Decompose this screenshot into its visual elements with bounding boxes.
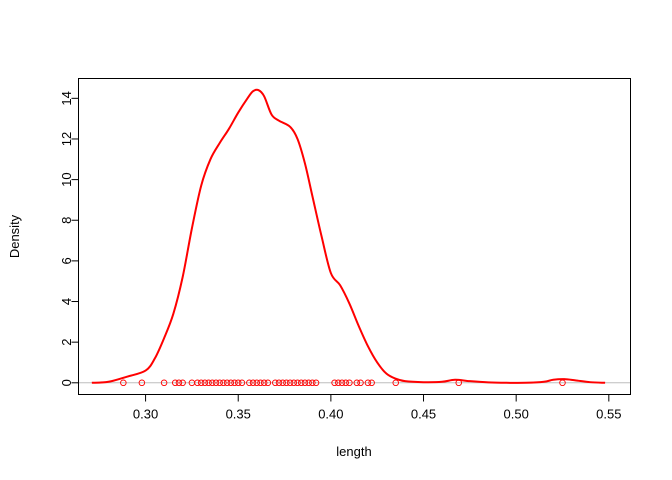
rug-point	[216, 379, 223, 387]
rug-point	[283, 379, 290, 387]
x-tick-label: 0.45	[411, 407, 436, 422]
rug-point	[353, 379, 361, 387]
x-axis: 0.30 0.35 0.40 0.45 0.50 0.55	[133, 394, 621, 422]
rug-point	[338, 379, 346, 387]
rug-point	[301, 379, 309, 387]
rug-point	[238, 379, 246, 387]
x-tick-label: 0.35	[226, 407, 251, 422]
rug-point	[346, 379, 353, 387]
rug-point	[286, 379, 294, 387]
y-axis-title: Density	[7, 214, 22, 258]
rug-point	[179, 379, 186, 387]
y-tick-label: 14	[59, 91, 74, 105]
rug-points	[120, 379, 566, 387]
x-tick-label: 0.40	[318, 407, 343, 422]
rug-point	[364, 379, 372, 387]
rug-point	[309, 379, 316, 387]
rug-point	[227, 379, 235, 387]
x-tick-label: 0.30	[133, 407, 158, 422]
rug-point	[220, 379, 227, 387]
rug-point	[175, 379, 183, 387]
rug-point	[312, 379, 320, 387]
rug-point	[197, 379, 205, 387]
rug-point	[357, 379, 364, 387]
rug-point	[272, 379, 279, 387]
y-tick-label: 6	[59, 257, 74, 264]
rug-point	[212, 379, 220, 387]
rug-point	[201, 379, 209, 387]
rug-point	[209, 379, 216, 387]
rug-point	[279, 379, 286, 387]
rug-point	[368, 379, 375, 387]
rug-point	[331, 379, 338, 387]
x-axis-title: length	[336, 444, 371, 459]
rug-point	[246, 379, 253, 387]
rug-point	[297, 379, 305, 387]
rug-point	[305, 379, 312, 387]
y-tick-label: 4	[59, 298, 74, 305]
rug-point	[205, 379, 212, 387]
rug-point	[223, 379, 231, 387]
rug-point	[253, 379, 261, 387]
rug-point	[160, 379, 168, 387]
rug-point	[294, 379, 301, 387]
rug-point	[234, 379, 242, 387]
y-tick-label: 12	[59, 132, 74, 146]
x-tick-label: 0.50	[504, 407, 529, 422]
density-curve	[91, 88, 606, 384]
rug-point	[249, 379, 257, 387]
rug-point	[260, 379, 268, 387]
rug-point	[392, 379, 399, 387]
rug-point	[342, 379, 349, 387]
rug-point	[264, 379, 272, 387]
rug-point	[275, 379, 283, 387]
rug-point	[120, 379, 127, 387]
y-axis: 0 2 4 6 8 10 12 14	[59, 91, 79, 386]
rug-point	[194, 379, 201, 387]
y-tick-label: 0	[59, 379, 74, 386]
x-tick-label: 0.55	[596, 407, 621, 422]
y-tick-label: 2	[59, 339, 74, 346]
y-tick-label: 8	[59, 217, 74, 224]
rug-point	[335, 379, 342, 387]
y-tick-label: 10	[59, 172, 74, 186]
rug-point	[290, 379, 298, 387]
rug-point	[171, 379, 179, 387]
rug-point	[138, 379, 146, 387]
rug-point	[231, 379, 238, 387]
rug-point	[257, 379, 264, 387]
